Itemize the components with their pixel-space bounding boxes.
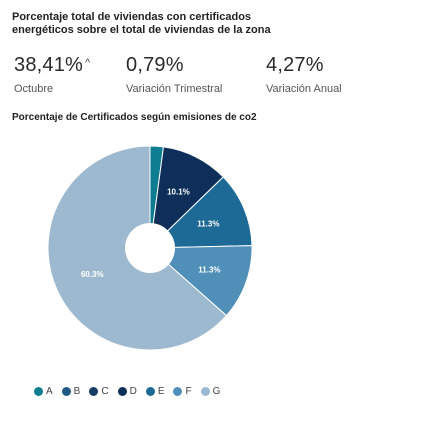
legend-label: G: [212, 386, 221, 397]
data-label: 11.3%: [197, 220, 219, 229]
chart-title: Porcentaje de Certificados según emision…: [12, 112, 257, 123]
data-label: 60.3%: [81, 270, 104, 279]
kpi-row: 38,41% ^ Octubre 0,79% Variación Trimestr…: [14, 54, 434, 98]
kpi-label: Variación Anual: [266, 83, 342, 95]
legend-item-d[interactable]: D: [117, 386, 137, 397]
pie-slice-d[interactable]: [149, 146, 224, 250]
pie-slice-e[interactable]: [148, 176, 253, 249]
legend-label: B: [73, 386, 81, 397]
kpi-label: Octubre: [14, 83, 54, 95]
legend-swatch: [145, 387, 155, 396]
header-title: Porcentaje total de viviendas con certif…: [12, 11, 271, 36]
kpi-value: 4,27%: [266, 54, 324, 76]
legend-item-g[interactable]: G: [200, 386, 221, 397]
legend-swatch: [34, 387, 43, 396]
legend-swatch: [61, 387, 71, 396]
legend-label: C: [101, 386, 109, 397]
kpi-variacion-anual: 4,27% Variación Anual: [266, 54, 342, 95]
legend-item-b[interactable]: B: [61, 386, 81, 397]
legend-item-a[interactable]: A: [34, 386, 53, 397]
pie-slice-f[interactable]: [148, 245, 253, 317]
legend-swatch: [173, 387, 183, 396]
legend-swatch: [89, 387, 99, 396]
legend-label: F: [185, 386, 192, 397]
legend-swatch: [200, 387, 210, 396]
kpi-label: Variación Trimestral: [126, 83, 223, 95]
legend-label: E: [157, 386, 165, 397]
legend-item-e[interactable]: E: [145, 386, 165, 397]
legend-swatch: [117, 387, 127, 396]
legend-label: A: [46, 386, 53, 397]
donut-center: [125, 223, 175, 273]
chart-legend: A B C D E F G: [34, 386, 220, 397]
data-label: 10.1%: [167, 188, 190, 197]
legend-item-f[interactable]: F: [173, 386, 192, 397]
pie-chart: 10.1% 11.3% 11.3% 60.3%: [47, 145, 253, 351]
trend-up-icon: ^: [85, 57, 91, 69]
kpi-variacion-trimestral: 0,79% Variación Trimestral: [126, 54, 222, 95]
kpi-value: 38,41%: [14, 54, 84, 76]
legend-label: D: [129, 386, 137, 397]
kpi-octubre: 38,41% ^ Octubre: [14, 54, 90, 95]
kpi-value: 0,79%: [126, 54, 184, 76]
legend-item-c[interactable]: C: [89, 386, 109, 397]
data-label: 11.3%: [198, 266, 220, 275]
